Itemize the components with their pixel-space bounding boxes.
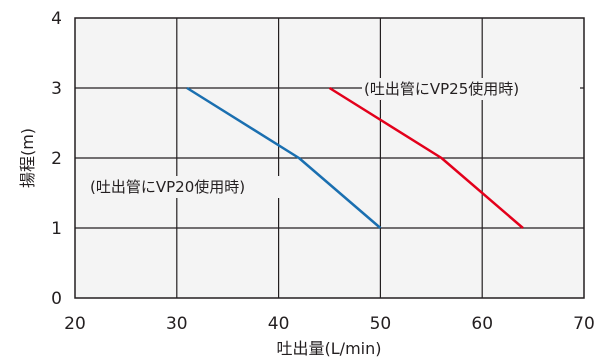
annotation-background: [362, 78, 580, 100]
y-tick-label: 3: [51, 79, 62, 99]
y-tick-label: 4: [51, 9, 62, 29]
series-annotation-vp20: (吐出管にVP20使用時): [90, 178, 245, 196]
y-tick-label: 1: [51, 219, 62, 239]
series-line: [186, 86, 382, 229]
y-tick-label: 2: [51, 149, 62, 169]
series-annotation-vp25: (吐出管にVP25使用時): [364, 80, 519, 98]
x-tick-label: 70: [573, 314, 595, 334]
x-tick-label: 20: [64, 314, 86, 334]
x-tick-label: 60: [471, 314, 493, 334]
y-axis-title: 揚程(m): [18, 128, 37, 188]
y-tick-labels: 0 1 2 3 4: [51, 9, 62, 309]
series-line: [328, 86, 524, 229]
x-tick-labels: 20 30 40 50 60 70: [64, 314, 595, 334]
x-tick-label: 50: [370, 314, 392, 334]
y-tick-label: 0: [51, 289, 62, 309]
series-annotations: (吐出管にVP20使用時) (吐出管にVP25使用時): [88, 78, 580, 198]
annotation-background: [88, 176, 302, 198]
data-series: [186, 86, 524, 229]
x-axis-title: 吐出量(L/min): [277, 339, 382, 358]
x-tick-label: 40: [268, 314, 290, 334]
x-tick-label: 30: [166, 314, 188, 334]
